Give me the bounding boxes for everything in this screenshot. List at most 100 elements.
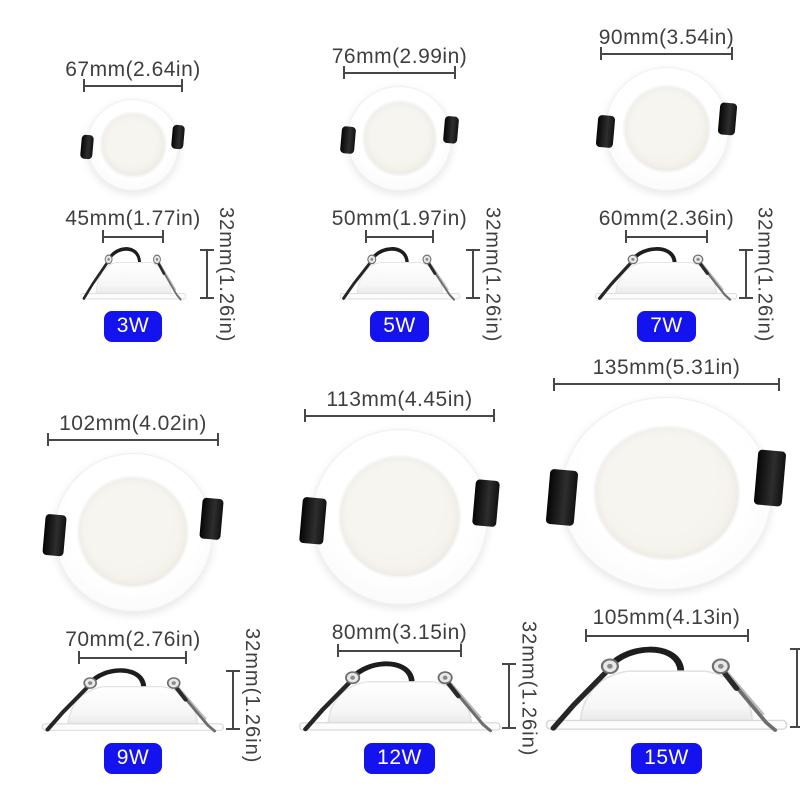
cutout-dimension-line: [336, 644, 462, 658]
mounting-tab-right-icon: [753, 449, 787, 507]
downlight-side-view-illustration: [80, 246, 186, 301]
side-view-block: 45mm(1.77in): [65, 207, 237, 342]
mounting-tab-right-icon: [171, 124, 186, 150]
pivot-pin-left-icon: [369, 257, 373, 261]
mounting-tab-left-icon: [546, 469, 580, 527]
side-view-stack: 60mm(2.36in): [593, 207, 739, 342]
side-view-block: 60mm(2.36in): [593, 207, 776, 342]
downlight-lens: [339, 456, 460, 577]
mounting-tab-left-icon: [595, 114, 616, 149]
lamp-flange: [80, 292, 186, 300]
downlight-side-view-illustration: [339, 246, 460, 301]
spring-clip-left-icon: [550, 665, 613, 731]
pivot-pin-right-icon: [171, 681, 177, 685]
downlight-front-view: [339, 85, 460, 191]
spring-clip-left-icon: [45, 682, 93, 732]
mounting-tab-left-icon: [42, 513, 68, 557]
spring-clip-right-icon: [448, 681, 482, 719]
spring-clip-left-icon: [82, 258, 110, 300]
downlight-lens: [594, 427, 739, 559]
cutout-dimension-line: [102, 230, 164, 244]
face-dimension-line: [599, 47, 734, 61]
spring-clip-right-icon: [158, 261, 176, 290]
downlight-side-view-illustration: [545, 646, 788, 732]
pivot-pin-left-icon: [107, 257, 110, 261]
height-label: 32mm(1.26in): [517, 620, 540, 757]
height-dimension: 32mm(1.26in): [502, 620, 540, 757]
product-cell-15w: 135mm(5.31in) 105mm(4.13in): [533, 356, 800, 800]
height-dimension-line: [225, 669, 240, 731]
height-label: 32mm(1.26in): [214, 206, 237, 343]
downlight-side-view-illustration: [298, 661, 501, 733]
cutout-diameter-label: 70mm(2.76in): [65, 627, 201, 651]
mounting-tab-right-icon: [472, 478, 500, 527]
spring-clip-left-icon: [341, 258, 373, 300]
mounting-tab-left-icon: [80, 134, 95, 160]
height-dimension-line: [738, 248, 753, 300]
cutout-dimension-line: [584, 629, 749, 643]
cutout-dimension-line: [625, 230, 708, 244]
lamp-flange: [595, 292, 738, 300]
lamp-body: [615, 261, 718, 295]
downlight-lens: [78, 478, 188, 587]
side-view-stack: 105mm(4.13in): [542, 606, 791, 774]
height-dimension: 32mm(1.26in): [199, 206, 237, 343]
wattage-badge: 15W: [631, 742, 702, 774]
wattage-badge: 9W: [103, 742, 163, 774]
spring-clip-right-icon: [725, 670, 765, 716]
spring-clip-left-icon: [598, 258, 635, 300]
cutout-diameter-label: 60mm(2.36in): [598, 206, 735, 230]
spring-clip-right-icon: [177, 686, 208, 720]
side-view-stack: 70mm(2.76in): [39, 628, 227, 774]
height-dimension: 32mm(1.26in): [789, 606, 800, 741]
face-dimension-line: [304, 409, 495, 423]
product-cell-12w: 113mm(4.45in) 80mm(3.15in): [266, 356, 539, 800]
mounting-tab-left-icon: [339, 126, 357, 155]
downlight-front-view: [80, 98, 186, 191]
face-diameter-label: 90mm(3.54in): [598, 25, 735, 49]
downlight-front-view: [546, 396, 787, 590]
wattage-badge: 7W: [637, 310, 696, 342]
cutout-dimension-line: [365, 230, 434, 244]
face-diameter-label: 102mm(4.02in): [59, 411, 207, 435]
lamp-flange: [298, 721, 501, 731]
downlight-lens: [624, 86, 709, 171]
downlight-side-view-illustration: [41, 668, 225, 733]
mounting-tab-right-icon: [442, 115, 460, 144]
height-dimension-line: [502, 662, 517, 730]
product-cell-7w: 90mm(3.54in) 60mm(2.36in): [533, 0, 800, 356]
spring-clip-right-icon: [428, 261, 449, 290]
wattage-badge: 12W: [364, 742, 435, 774]
height-dimension-line: [199, 248, 214, 300]
pivot-pin-right-icon: [155, 257, 158, 261]
side-view-stack: 80mm(3.15in): [296, 621, 504, 774]
mounting-tab-right-icon: [198, 497, 224, 541]
face-diameter-label: 135mm(5.31in): [592, 356, 741, 379]
pivot-pin-right-icon: [442, 675, 448, 680]
product-cell-9w: 102mm(4.02in) 70mm(2.76in): [0, 356, 266, 800]
face-diameter-label: 67mm(2.64in): [65, 57, 201, 81]
cutout-diameter-label: 50mm(1.97in): [331, 206, 468, 230]
height-dimension: 32mm(1.26in): [466, 206, 504, 343]
lamp-flange: [545, 719, 788, 730]
face-diameter-label: 113mm(4.45in): [326, 387, 473, 411]
lamp-body: [67, 685, 199, 725]
height-label: 32mm(1.26in): [753, 206, 776, 343]
pivot-pin-right-icon: [717, 663, 724, 669]
height-dimension-line: [789, 647, 800, 728]
side-view-block: 80mm(3.15in): [296, 621, 539, 774]
side-view-block: 105mm(4.13in): [542, 606, 800, 774]
height-dimension: 32mm(1.26in): [225, 627, 263, 764]
face-dimension-line: [47, 433, 219, 447]
face-dimension-line: [342, 66, 457, 80]
pivot-pin-left-icon: [88, 681, 93, 685]
mounting-tab-left-icon: [299, 496, 327, 545]
height-dimension: 32mm(1.26in): [738, 206, 776, 343]
wattage-badge: 3W: [103, 310, 163, 342]
cutout-dimension-line: [78, 651, 188, 665]
wattage-badge: 5W: [370, 310, 429, 342]
lamp-body: [356, 261, 443, 295]
side-view-stack: 45mm(1.77in): [65, 207, 201, 342]
height-label: 32mm(1.26in): [240, 627, 263, 764]
height-label: 32mm(1.26in): [481, 206, 504, 343]
